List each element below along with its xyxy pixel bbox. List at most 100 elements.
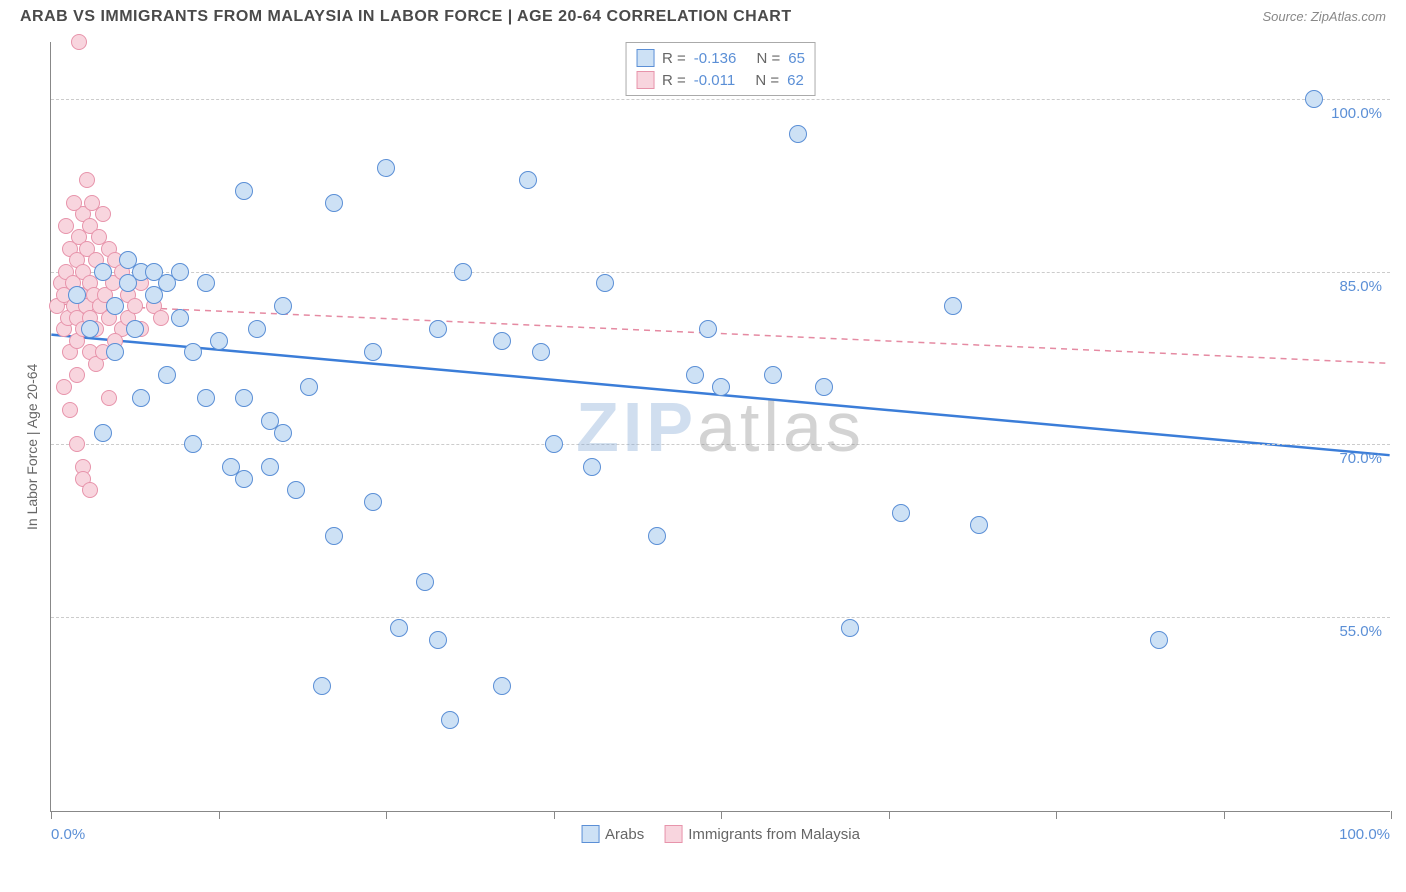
data-point-arabs <box>171 263 189 281</box>
swatch-arabs-bottom <box>581 825 599 843</box>
gridline-h <box>51 617 1390 618</box>
swatch-malaysia-bottom <box>664 825 682 843</box>
data-point-arabs <box>325 527 343 545</box>
data-point-arabs <box>699 320 717 338</box>
data-point-arabs <box>648 527 666 545</box>
watermark: ZIPatlas <box>576 387 865 467</box>
scatter-chart: R = -0.136 N = 65 R = -0.011 N = 62 ZIPa… <box>50 42 1390 812</box>
data-point-arabs <box>68 286 86 304</box>
data-point-arabs <box>892 504 910 522</box>
data-point-malaysia <box>69 367 85 383</box>
data-point-malaysia <box>153 310 169 326</box>
data-point-arabs <box>197 274 215 292</box>
legend-row-arabs: R = -0.136 N = 65 <box>636 47 805 69</box>
data-point-arabs <box>106 343 124 361</box>
data-point-arabs <box>1150 631 1168 649</box>
x-tick <box>386 811 387 819</box>
correlation-legend: R = -0.136 N = 65 R = -0.011 N = 62 <box>625 42 816 96</box>
legend-row-malaysia: R = -0.011 N = 62 <box>636 69 805 91</box>
data-point-arabs <box>274 297 292 315</box>
gridline-h <box>51 444 1390 445</box>
legend-item-arabs: Arabs <box>581 825 644 843</box>
data-point-arabs <box>184 343 202 361</box>
x-tick <box>889 811 890 819</box>
x-tick <box>1391 811 1392 819</box>
y-tick-label: 100.0% <box>1331 105 1382 122</box>
data-point-arabs <box>261 458 279 476</box>
y-axis-label: In Labor Force | Age 20-64 <box>24 364 40 530</box>
data-point-arabs <box>583 458 601 476</box>
data-point-arabs <box>390 619 408 637</box>
data-point-malaysia <box>82 482 98 498</box>
data-point-arabs <box>274 424 292 442</box>
data-point-arabs <box>300 378 318 396</box>
data-point-malaysia <box>62 402 78 418</box>
data-point-arabs <box>287 481 305 499</box>
data-point-arabs <box>377 159 395 177</box>
data-point-arabs <box>532 343 550 361</box>
data-point-arabs <box>454 263 472 281</box>
data-point-arabs <box>519 171 537 189</box>
data-point-arabs <box>712 378 730 396</box>
data-point-arabs <box>364 493 382 511</box>
x-tick <box>51 811 52 819</box>
x-tick <box>1056 811 1057 819</box>
data-point-malaysia <box>127 298 143 314</box>
data-point-arabs <box>126 320 144 338</box>
data-point-arabs <box>429 320 447 338</box>
swatch-arabs <box>636 49 654 67</box>
data-point-malaysia <box>58 218 74 234</box>
swatch-malaysia <box>636 71 654 89</box>
data-point-arabs <box>764 366 782 384</box>
x-tick <box>219 811 220 819</box>
x-tick <box>1224 811 1225 819</box>
data-point-arabs <box>970 516 988 534</box>
gridline-h <box>51 272 1390 273</box>
data-point-malaysia <box>69 436 85 452</box>
data-point-malaysia <box>95 206 111 222</box>
chart-header: ARAB VS IMMIGRANTS FROM MALAYSIA IN LABO… <box>0 0 1406 30</box>
x-axis-max-label: 100.0% <box>1339 826 1390 843</box>
data-point-arabs <box>364 343 382 361</box>
data-point-arabs <box>158 366 176 384</box>
data-point-arabs <box>81 320 99 338</box>
data-point-arabs <box>545 435 563 453</box>
data-point-arabs <box>132 389 150 407</box>
legend-item-malaysia: Immigrants from Malaysia <box>664 825 860 843</box>
data-point-arabs <box>416 573 434 591</box>
data-point-arabs <box>944 297 962 315</box>
data-point-arabs <box>171 309 189 327</box>
data-point-malaysia <box>56 379 72 395</box>
data-point-malaysia <box>101 390 117 406</box>
x-tick <box>554 811 555 819</box>
x-tick <box>721 811 722 819</box>
data-point-arabs <box>493 332 511 350</box>
chart-title: ARAB VS IMMIGRANTS FROM MALAYSIA IN LABO… <box>20 8 792 26</box>
y-tick-label: 55.0% <box>1339 623 1382 640</box>
data-point-arabs <box>235 182 253 200</box>
data-point-malaysia <box>66 195 82 211</box>
data-point-arabs <box>94 424 112 442</box>
data-point-arabs <box>313 677 331 695</box>
data-point-arabs <box>325 194 343 212</box>
x-axis-min-label: 0.0% <box>51 826 85 843</box>
data-point-arabs <box>493 677 511 695</box>
y-tick-label: 85.0% <box>1339 278 1382 295</box>
data-point-arabs <box>184 435 202 453</box>
gridline-h <box>51 99 1390 100</box>
data-point-arabs <box>235 389 253 407</box>
data-point-malaysia <box>71 34 87 50</box>
source-attribution: Source: ZipAtlas.com <box>1262 9 1386 24</box>
data-point-arabs <box>235 470 253 488</box>
data-point-arabs <box>197 389 215 407</box>
data-point-arabs <box>789 125 807 143</box>
data-point-arabs <box>94 263 112 281</box>
data-point-arabs <box>210 332 228 350</box>
data-point-arabs <box>248 320 266 338</box>
data-point-arabs <box>1305 90 1323 108</box>
data-point-arabs <box>429 631 447 649</box>
data-point-arabs <box>106 297 124 315</box>
data-point-arabs <box>815 378 833 396</box>
data-point-arabs <box>441 711 459 729</box>
data-point-malaysia <box>79 172 95 188</box>
